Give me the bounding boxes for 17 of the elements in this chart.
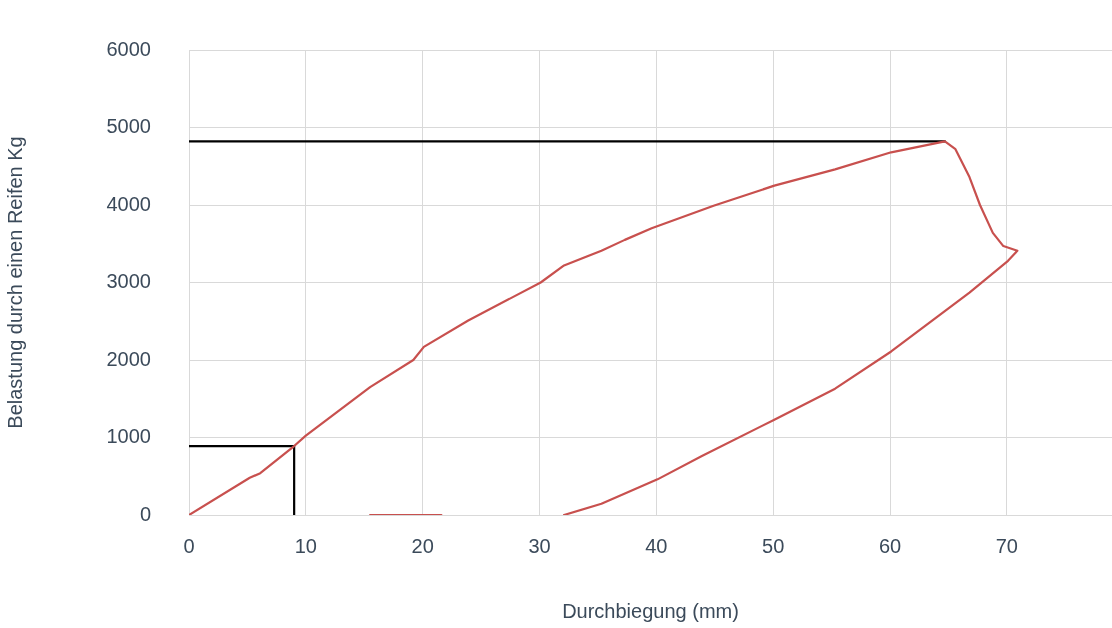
x-tick-label: 10 xyxy=(294,534,317,557)
y-tick-label: 3000 xyxy=(106,270,151,293)
x-tick-label: 50 xyxy=(762,534,785,557)
x-tick-label: 0 xyxy=(183,534,195,557)
y-tick-label: 5000 xyxy=(106,115,151,138)
y-tick-label: 4000 xyxy=(106,192,151,215)
y-tick-label: 1000 xyxy=(106,425,151,448)
y-tick-label: 0 xyxy=(139,502,151,525)
x-tick-label: 70 xyxy=(995,534,1018,557)
x-tick-label: 60 xyxy=(878,534,902,557)
y-tick-label: 2000 xyxy=(106,347,151,370)
x-tick-label: 30 xyxy=(528,534,551,557)
x-tick-label: 20 xyxy=(411,534,434,557)
y-tick-label: 6000 xyxy=(106,37,151,60)
x-axis-title: Durchbiegung (mm) xyxy=(562,599,739,622)
x-tick-label: 40 xyxy=(645,534,668,557)
y-axis-title: Belastung durch einen Reifen Kg xyxy=(3,136,26,429)
